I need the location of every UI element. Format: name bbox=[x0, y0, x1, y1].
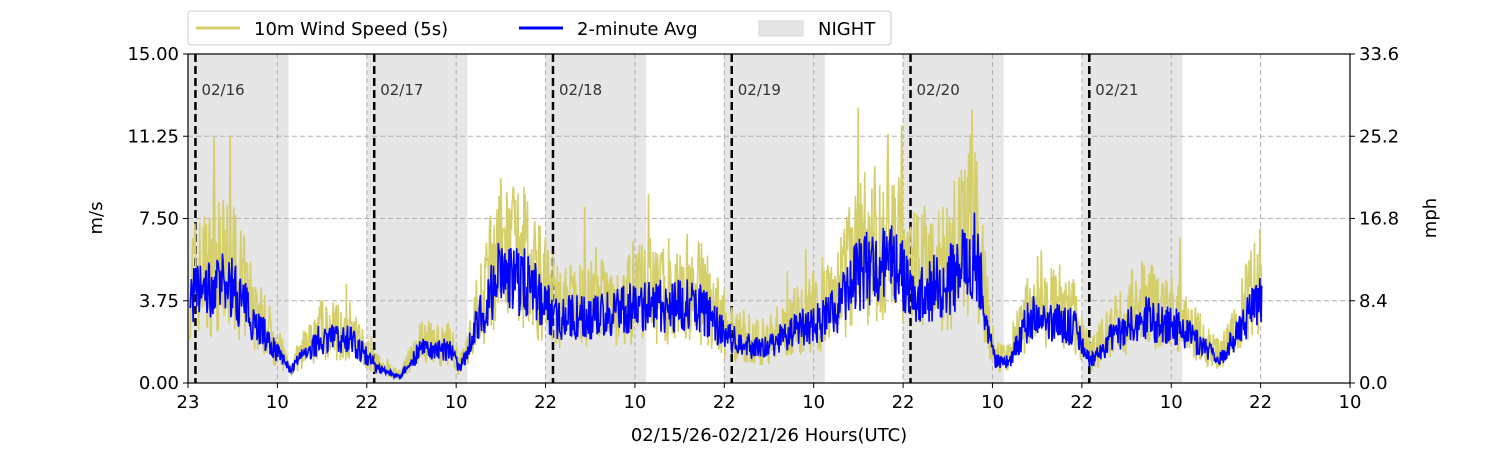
x-tick-label: 10 bbox=[981, 392, 1004, 413]
y-axis-label-right: mph bbox=[1420, 198, 1441, 238]
series-line-wind-speed-5s bbox=[189, 107, 1263, 379]
y-tick-label-right: 16.8 bbox=[1359, 209, 1399, 230]
y-tick-label-left: 11.25 bbox=[127, 126, 179, 147]
x-tick-label: 22 bbox=[1070, 392, 1093, 413]
x-tick-label: 10 bbox=[802, 392, 825, 413]
legend-night-label: NIGHT bbox=[818, 19, 876, 40]
x-tick-label: 10 bbox=[623, 392, 646, 413]
x-tick-label: 10 bbox=[266, 392, 289, 413]
x-tick-label: 22 bbox=[1249, 392, 1272, 413]
x-tick-label: 10 bbox=[1339, 392, 1362, 413]
y-tick-label-right: 33.6 bbox=[1359, 44, 1399, 65]
axes: 23 10 22 10 22 10 22 10 22 10 22 10 22 10 0.00 0.0 3.75 8… bbox=[127, 44, 1399, 413]
legend-avg-label: 2-minute Avg bbox=[577, 19, 698, 40]
x-tick-label: 22 bbox=[534, 392, 557, 413]
date-marker-label: 02/20 bbox=[917, 81, 960, 99]
series bbox=[189, 107, 1263, 381]
y-axis-label-left: m/s bbox=[86, 202, 107, 235]
legend-gust-label: 10m Wind Speed (5s) bbox=[254, 19, 448, 40]
x-tick-label: 10 bbox=[445, 392, 468, 413]
y-tick-label-right: 8.4 bbox=[1359, 291, 1388, 312]
y-tick-label-left: 3.75 bbox=[139, 291, 179, 312]
date-marker-label: 02/18 bbox=[559, 81, 602, 99]
date-marker-label: 02/19 bbox=[738, 81, 781, 99]
x-tick-label: 23 bbox=[177, 392, 200, 413]
y-tick-label-left: 15.00 bbox=[127, 44, 179, 65]
y-tick-label-left: 7.50 bbox=[139, 209, 179, 230]
x-tick-label: 22 bbox=[713, 392, 736, 413]
legend: 10m Wind Speed (5s) 2-minute Avg NIGHT bbox=[187, 10, 892, 46]
legend-night-swatch bbox=[758, 20, 804, 37]
date-marker-label: 02/17 bbox=[380, 81, 423, 99]
date-marker-label: 02/16 bbox=[201, 81, 244, 99]
y-tick-label-left: 0.00 bbox=[139, 373, 179, 394]
x-tick-label: 22 bbox=[892, 392, 915, 413]
y-tick-label-right: 25.2 bbox=[1359, 126, 1399, 147]
x-axis-label: 02/15/26-02/21/26 Hours(UTC) bbox=[631, 425, 907, 446]
series-line-2-minute-avg bbox=[189, 212, 1263, 381]
date-markers: 02/16 02/17 02/18 02/19 02/20 02/21 bbox=[194, 54, 1139, 383]
x-tick-label: 22 bbox=[355, 392, 378, 413]
y-tick-label-right: 0.0 bbox=[1359, 373, 1388, 394]
date-marker-label: 02/21 bbox=[1095, 81, 1138, 99]
x-tick-label: 10 bbox=[1160, 392, 1183, 413]
